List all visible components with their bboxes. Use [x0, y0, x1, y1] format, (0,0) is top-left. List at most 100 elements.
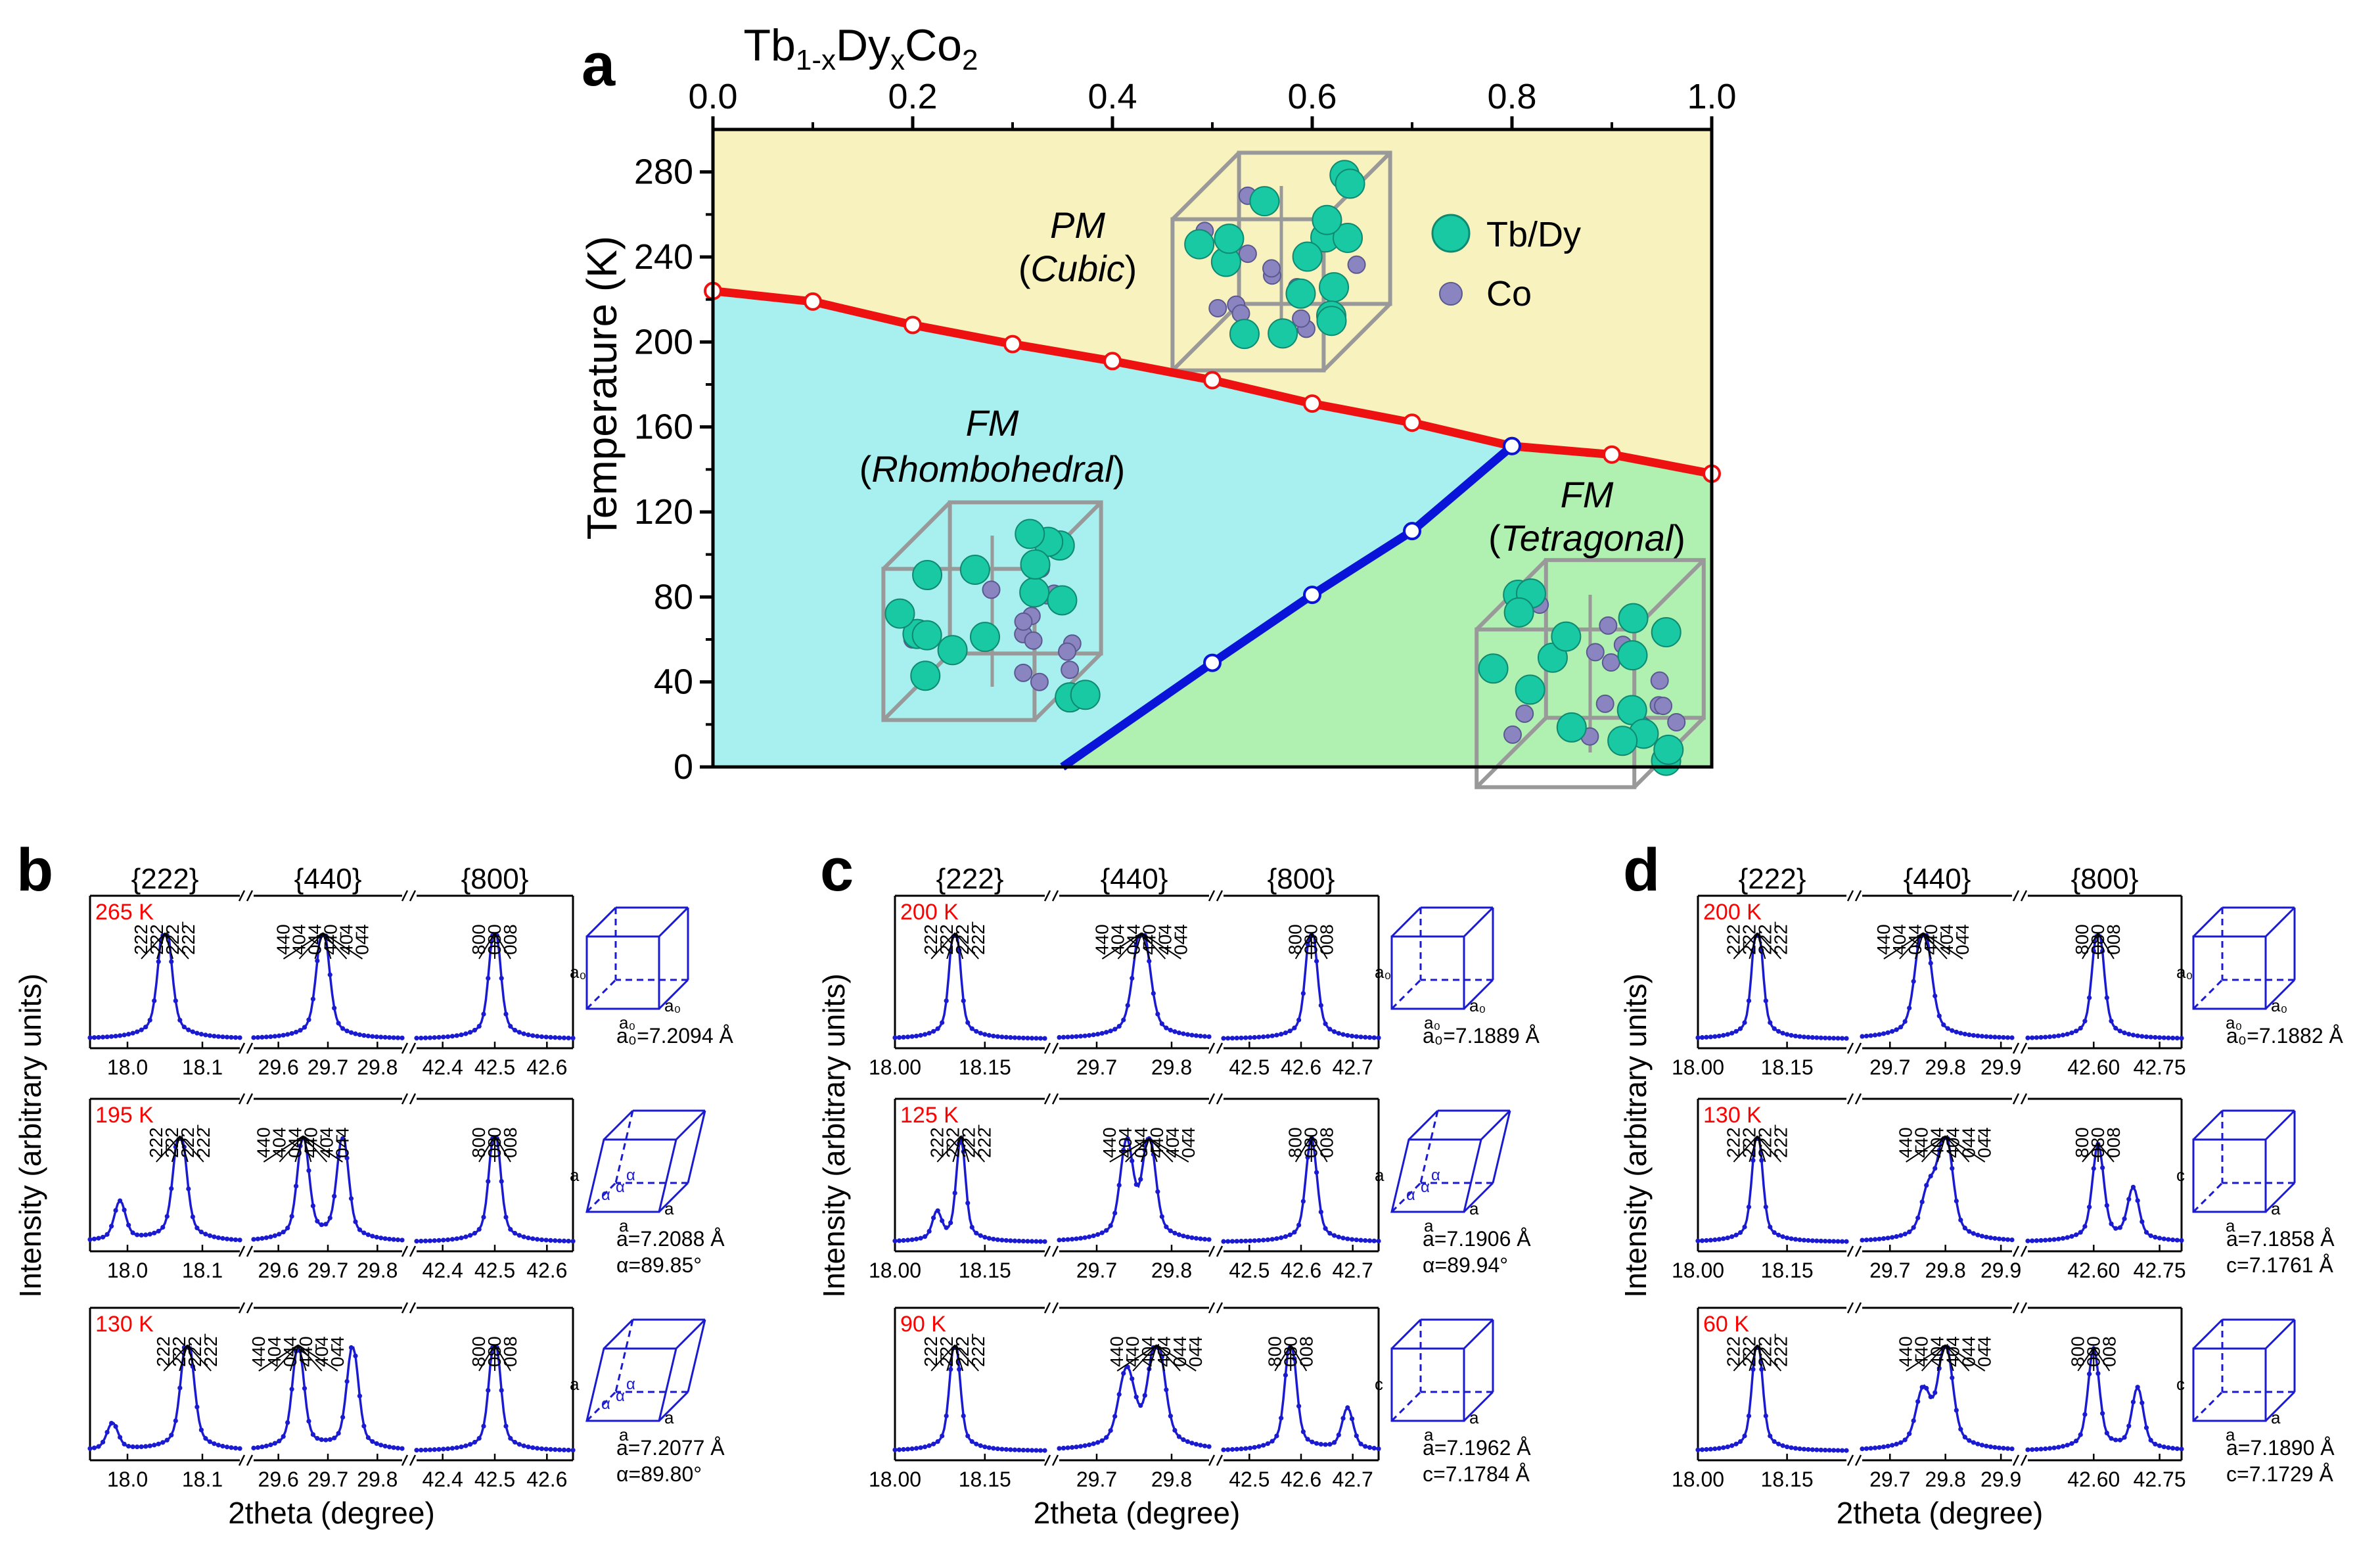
xrd-data-point	[1358, 1441, 1363, 1446]
xrd-data-point	[1069, 1236, 1075, 1242]
xrd-data-point	[1733, 1441, 1739, 1446]
cell-axis-label: a₀	[570, 962, 586, 982]
reflection-label: 222	[1723, 1336, 1743, 1367]
x-tick-label: 18.0	[107, 1468, 148, 1491]
xrd-data-point	[1234, 1239, 1239, 1244]
x-tick-label: 42.60	[2067, 1468, 2120, 1491]
axis-break	[1043, 1454, 1051, 1466]
fm-tetra-structure-name: Tetragonal	[1501, 517, 1674, 559]
cell-edge	[2264, 1391, 2296, 1422]
axis-break	[246, 1042, 254, 1054]
xrd-data-point	[195, 1225, 200, 1231]
xrd-data-point	[2056, 1236, 2061, 1241]
xrd-data-point	[2009, 1446, 2015, 1452]
xrd-data-point	[2060, 1444, 2066, 1449]
xrd-data-point	[2143, 1034, 2149, 1040]
xrd-data-point	[2051, 1237, 2057, 1242]
x-tick-label: 29.7	[308, 1259, 348, 1282]
xrd-data-point	[1890, 1443, 1895, 1448]
co-atom	[1208, 298, 1227, 317]
xrd-data-point	[1003, 1446, 1009, 1452]
xrd-data-point	[1349, 1237, 1355, 1242]
xrd-data-point	[1814, 1447, 1819, 1452]
xrd-data-point	[1300, 990, 1306, 996]
xrd-data-point	[1988, 1444, 1994, 1450]
xrd-data-point	[91, 1236, 97, 1241]
co-atom	[1030, 672, 1049, 691]
cell-axis-label: a	[570, 1374, 580, 1394]
xrd-data-point	[1894, 1027, 1899, 1032]
xrd-data-point	[2047, 1237, 2053, 1243]
axis-break	[238, 890, 246, 902]
xrd-data-point	[1283, 1030, 1288, 1036]
xrd-data-point	[991, 1033, 996, 1039]
xrd-data-point	[961, 998, 966, 1004]
xrd-data-point	[2069, 1030, 2074, 1036]
reflection-leader	[1906, 1344, 1946, 1372]
y-tick-label: 240	[634, 237, 693, 277]
reflection-label: 008	[500, 1127, 520, 1158]
axis-break	[1051, 1042, 1059, 1054]
xrd-data-point	[1296, 1017, 1302, 1023]
xrd-data-point	[570, 1448, 576, 1453]
xrd-data-point	[1881, 1236, 1887, 1241]
x-tick-label: 29.7	[1869, 1055, 1910, 1079]
xrd-data-point	[1763, 998, 1768, 1004]
reflection-label: 044	[1959, 1336, 1979, 1367]
reflection-leader	[478, 932, 495, 959]
xrd-data-point	[277, 1439, 282, 1444]
xrd-data-point	[1354, 1237, 1359, 1243]
x-tick-label: 0.0	[688, 77, 737, 116]
tbdy-atom	[1503, 597, 1534, 628]
xrd-data-point	[87, 1237, 93, 1242]
xrd-data-point	[251, 1035, 256, 1040]
xrd-data-point	[1954, 1408, 1959, 1413]
xrd-data-point	[113, 1208, 118, 1213]
group-header: {222}	[1739, 863, 1806, 895]
xrd-data-point	[1958, 1427, 1963, 1432]
xrd-data-point	[995, 1446, 1000, 1452]
xrd-data-point	[1121, 1017, 1126, 1023]
xrd-data-point	[516, 1442, 522, 1447]
xrd-data-point	[1038, 1448, 1043, 1453]
xrd-data-point	[1967, 1032, 1972, 1038]
xrd-data-point	[1069, 1034, 1075, 1040]
reflection-label: 22̄2	[1754, 1336, 1775, 1367]
angle-label: α	[601, 1395, 610, 1413]
reflection-leader	[2093, 1347, 2111, 1372]
xrd-data-point	[2038, 1446, 2044, 1452]
xrd-data-point	[293, 1184, 299, 1189]
xrd-data-point	[1844, 1239, 1849, 1244]
reflection-label: 4̄40	[1911, 1127, 1932, 1158]
xrd-data-point	[454, 1033, 459, 1038]
x-tick-label: 29.8	[357, 1259, 398, 1282]
tbdy-atom	[1312, 204, 1342, 235]
xrd-data-point	[203, 1232, 208, 1237]
reflection-leader	[1274, 1344, 1292, 1372]
xrd-data-point	[1984, 1234, 1989, 1239]
co-atom	[1667, 713, 1686, 732]
xrd-data-point	[1125, 1136, 1130, 1142]
xrd-data-point	[310, 996, 315, 1002]
xrd-data-point	[978, 1030, 983, 1036]
lattice-parameter: a=7.1906 Å	[1423, 1227, 1531, 1251]
tbdy-atom	[1047, 585, 1078, 616]
xrd-data-point	[1252, 1445, 1257, 1450]
xrd-data-point	[944, 998, 949, 1004]
reflection-label: 04̄4	[332, 1127, 352, 1158]
xrd-data-point	[1176, 1030, 1181, 1036]
xrd-data-point	[1042, 1448, 1047, 1453]
axis-break	[1216, 1454, 1224, 1466]
x-tick-label: 42.75	[2134, 1259, 2186, 1282]
xrd-data-point	[1835, 1448, 1841, 1453]
xrd-data-point	[1008, 1238, 1013, 1243]
xrd-data-point	[212, 1033, 217, 1039]
xrd-data-point	[395, 1035, 401, 1040]
cell-axis-label: c	[2176, 1165, 2185, 1185]
xrd-data-point	[432, 1447, 437, 1452]
xrd-data-point	[1112, 1414, 1118, 1419]
xrd-data-point	[961, 1413, 966, 1419]
xrd-data-point	[268, 1034, 273, 1040]
cell-edge	[603, 1109, 634, 1141]
